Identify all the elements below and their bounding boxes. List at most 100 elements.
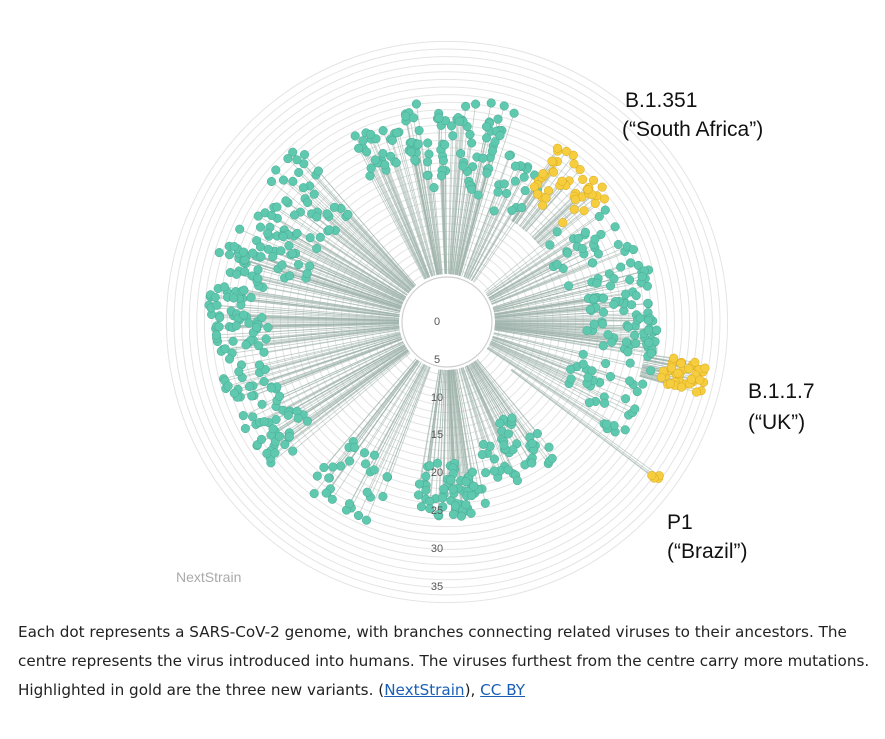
cc-by-license-link[interactable]: CC BY bbox=[480, 681, 526, 699]
genome-dot bbox=[292, 155, 302, 165]
genome-dot bbox=[588, 258, 598, 268]
figure-caption: Each dot represents a SARS-CoV-2 genome,… bbox=[18, 618, 878, 705]
genome-dot bbox=[256, 434, 267, 444]
genome-dot bbox=[477, 450, 487, 460]
genome-dot bbox=[547, 453, 557, 463]
genome-dot bbox=[361, 515, 372, 525]
genome-dot bbox=[252, 322, 262, 332]
ring-tick-label: 30 bbox=[431, 543, 443, 555]
genome-dot bbox=[425, 461, 435, 471]
variant-genome-dot bbox=[532, 189, 542, 199]
genome-dot bbox=[436, 171, 447, 181]
genome-dot bbox=[302, 416, 312, 426]
genome-dot bbox=[231, 321, 241, 331]
variant-genome-dot bbox=[538, 169, 548, 179]
genome-dot bbox=[281, 196, 291, 206]
variant-genome-dot bbox=[549, 167, 559, 177]
genome-dot bbox=[580, 227, 590, 237]
genome-dot bbox=[268, 424, 278, 434]
ring-tick-label: 5 bbox=[434, 354, 440, 366]
genome-dot bbox=[503, 429, 513, 439]
genome-dot bbox=[489, 466, 499, 476]
genome-dot bbox=[620, 425, 630, 435]
genome-dot bbox=[499, 179, 509, 189]
genome-dot bbox=[465, 129, 475, 140]
genome-dot bbox=[562, 248, 573, 258]
genome-dot bbox=[263, 228, 273, 238]
genome-dot bbox=[413, 139, 423, 149]
genome-dot bbox=[613, 239, 623, 250]
genome-dot bbox=[481, 122, 492, 132]
variant-genome-dot bbox=[570, 194, 580, 205]
variant-genome-dot bbox=[690, 357, 700, 367]
genome-dot bbox=[564, 281, 574, 291]
caption-text: Each dot represents a SARS-CoV-2 genome,… bbox=[18, 623, 870, 699]
variant-genome-dot bbox=[569, 204, 579, 214]
genome-dot bbox=[439, 484, 449, 494]
genome-dot bbox=[255, 242, 266, 252]
variant-region: (“UK”) bbox=[748, 411, 805, 434]
ring-tick-label: 25 bbox=[431, 505, 443, 517]
genome-dot bbox=[312, 212, 322, 222]
genome-dot bbox=[247, 391, 257, 401]
genome-dot bbox=[246, 292, 256, 303]
genome-dot bbox=[631, 338, 641, 349]
genome-dot bbox=[336, 461, 346, 471]
genome-dot bbox=[266, 210, 277, 220]
genome-dot bbox=[589, 294, 599, 304]
genome-dot bbox=[285, 271, 295, 281]
nextstrain-link[interactable]: NextStrain bbox=[384, 681, 465, 699]
genome-dot bbox=[652, 325, 662, 335]
genome-dot bbox=[410, 155, 420, 165]
variant-genome-dot bbox=[676, 382, 687, 392]
genome-dot bbox=[490, 137, 500, 147]
genome-dot bbox=[545, 240, 555, 250]
genome-dot bbox=[507, 413, 517, 423]
genome-dot bbox=[643, 298, 653, 308]
genome-dot bbox=[362, 487, 372, 497]
genome-dot bbox=[573, 233, 583, 243]
variant-genome-dot bbox=[673, 368, 683, 378]
genome-dot bbox=[499, 101, 509, 111]
genome-dot bbox=[369, 450, 380, 460]
genome-dot bbox=[625, 358, 635, 368]
genome-dot bbox=[321, 488, 331, 498]
genome-dot bbox=[473, 190, 483, 200]
genome-dot bbox=[482, 168, 492, 178]
genome-dot bbox=[607, 337, 617, 347]
genome-dot bbox=[274, 431, 285, 441]
genome-dot bbox=[345, 456, 355, 466]
genome-dot bbox=[360, 459, 371, 469]
genome-dot bbox=[495, 418, 505, 428]
genome-dot bbox=[387, 135, 397, 145]
genome-dot bbox=[278, 175, 289, 185]
genome-dot bbox=[312, 243, 322, 254]
genome-dot bbox=[298, 183, 308, 193]
genome-dot bbox=[293, 413, 303, 423]
genome-dot bbox=[605, 371, 616, 382]
genome-dot bbox=[631, 291, 641, 301]
genome-dot bbox=[277, 260, 287, 270]
genome-dot bbox=[349, 443, 359, 453]
variant-genome-dot bbox=[541, 193, 551, 203]
genome-dot bbox=[365, 171, 375, 181]
ring-tick-labels: 0 5 10 15 20 25 30 35 bbox=[431, 316, 443, 593]
genome-dot bbox=[329, 202, 339, 212]
genome-dot bbox=[414, 479, 424, 489]
genome-dot bbox=[248, 248, 258, 258]
genome-dot bbox=[259, 347, 269, 357]
ring-tick-label: 20 bbox=[431, 467, 443, 479]
genome-dot bbox=[637, 272, 647, 282]
genome-dot bbox=[482, 133, 492, 143]
variant-label-b117: B.1.1.7 (“UK”) bbox=[748, 380, 815, 434]
genome-dot bbox=[489, 206, 499, 216]
genome-dot bbox=[266, 383, 276, 393]
genome-dot bbox=[239, 310, 249, 320]
genome-dot bbox=[467, 184, 477, 194]
variant-genome-dot bbox=[686, 374, 696, 384]
genome-dot bbox=[369, 465, 379, 475]
genome-dot bbox=[425, 504, 435, 514]
genome-dot bbox=[309, 189, 319, 199]
genome-dot bbox=[212, 300, 222, 310]
genome-dot bbox=[461, 477, 471, 487]
